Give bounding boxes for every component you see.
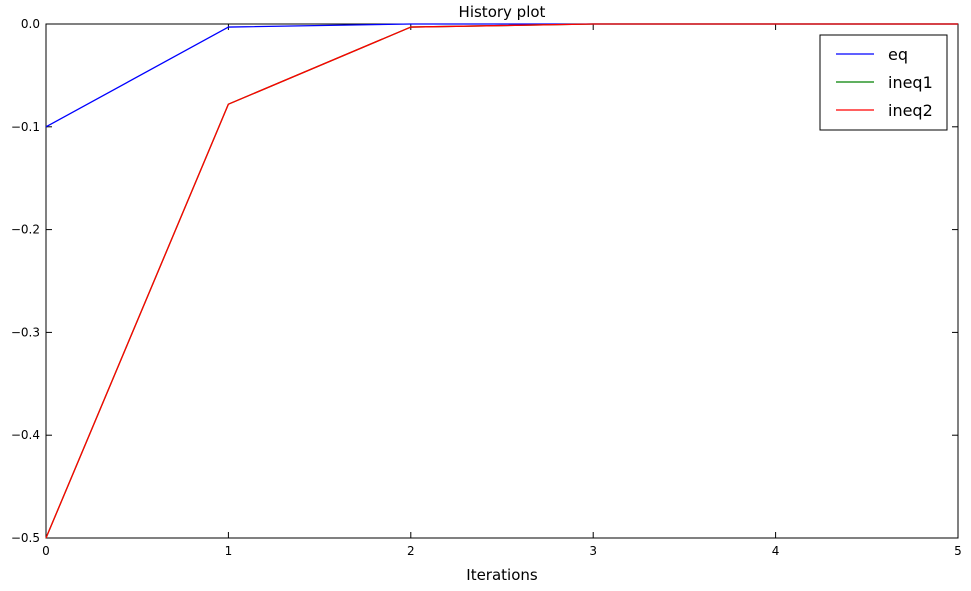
chart-title: History plot [459,3,546,21]
legend-label-ineq2: ineq2 [888,101,933,120]
series-line-ineq2 [45,23,958,539]
plot-area-frame [45,23,959,539]
y-tick-label: −0.1 [11,120,40,134]
y-tick-label: 0.0 [21,17,40,31]
x-tick-label: 1 [225,544,233,558]
y-tick-label: −0.5 [11,531,40,545]
legend-label-eq: eq [888,45,908,64]
legend-label-ineq1: ineq1 [888,73,933,92]
x-tick-label: 2 [407,544,415,558]
x-axis-label: Iterations [466,566,538,584]
x-tick-label: 3 [589,544,597,558]
x-tick-label: 0 [42,544,50,558]
y-tick-label: −0.4 [11,428,40,442]
y-tick-label: −0.3 [11,325,40,339]
x-tick-label: 5 [954,544,962,558]
x-tick-label: 4 [772,544,780,558]
y-tick-label: −0.2 [11,223,40,237]
